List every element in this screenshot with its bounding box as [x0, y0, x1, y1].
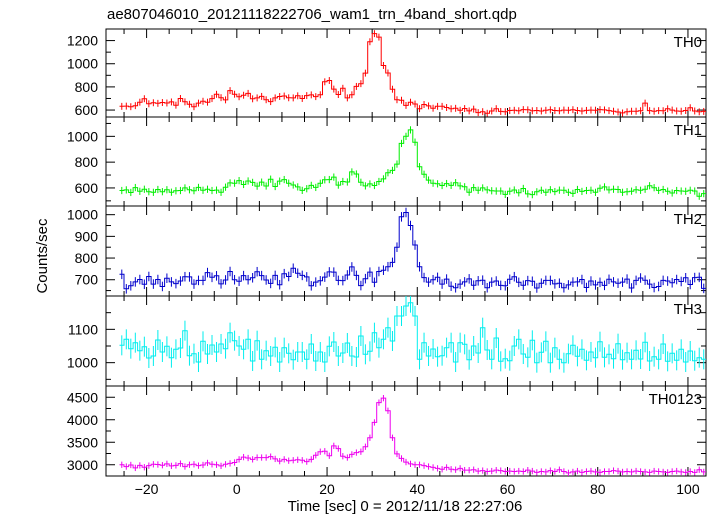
y-tick-label: 3500: [67, 434, 98, 450]
series-line-th0123: [119, 397, 706, 474]
y-tick-label: 800: [75, 154, 99, 170]
panel-label: TH3: [674, 301, 702, 318]
x-tick-label: 100: [676, 481, 700, 497]
panel-th3: 1000 1100 TH3: [67, 295, 707, 387]
x-tick-label: 0: [233, 481, 241, 497]
series-line-th3: [119, 302, 706, 364]
series-line-th0: [119, 33, 706, 114]
y-tick-label: 800: [75, 79, 99, 95]
y-tick-label: 1000: [67, 56, 98, 72]
panel-frame: [105, 116, 707, 207]
y-tick-label: 700: [75, 272, 99, 288]
x-tick-label: 60: [500, 481, 516, 497]
panel-th0123: 3000 3500 4000 4500 TH0123: [67, 385, 707, 477]
y-tick-label: 4500: [67, 389, 98, 405]
x-tick-label: 80: [590, 481, 606, 497]
y-axis-label: Counts/sec: [34, 218, 51, 294]
y-tick-label: 1200: [67, 33, 98, 49]
panel-label: TH2: [674, 211, 702, 228]
y-tick-label: 4000: [67, 412, 98, 428]
y-tick-label: 3000: [67, 457, 98, 473]
x-tick-label: 20: [319, 481, 335, 497]
chart-title: ae807046010_20121118222706_wam1_trn_4ban…: [107, 6, 517, 23]
y-tick-label: 600: [75, 180, 99, 196]
y-tick-label: 600: [75, 102, 99, 118]
x-tick-label: 40: [409, 481, 425, 497]
y-tick-label: 1100: [68, 321, 98, 337]
x-tick-label: −20: [135, 481, 159, 497]
panel-label: TH0: [674, 34, 702, 51]
panel-label: TH0123: [649, 391, 702, 408]
series-line-th1: [119, 129, 706, 197]
panel-th2: 700 800 900 1000 TH2: [67, 205, 707, 297]
y-tick-label: 800: [75, 250, 99, 266]
panel-label: TH1: [674, 122, 702, 139]
panel-th0: 600 800 1000 1200 TH0: [67, 28, 707, 118]
series-line-th2: [119, 212, 706, 290]
x-axis-label: Time [sec] 0 = 2012/11/18 22:27:06: [288, 498, 523, 515]
y-tick-label: 1000: [67, 355, 98, 371]
y-tick-label: 1000: [67, 207, 98, 223]
y-tick-label: 1000: [67, 128, 98, 144]
panel-th1: 600 800 1000 TH1: [67, 116, 707, 207]
y-tick-label: 900: [75, 228, 99, 244]
